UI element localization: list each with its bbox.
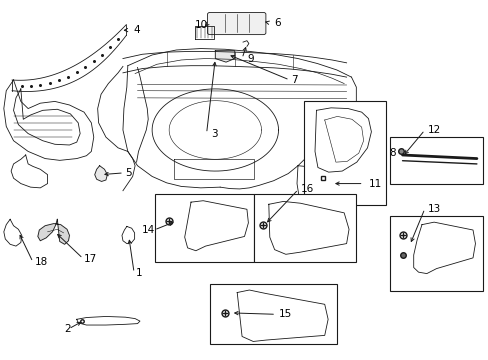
- Text: 15: 15: [278, 309, 291, 319]
- Text: 17: 17: [84, 253, 97, 264]
- Text: 12: 12: [427, 125, 440, 135]
- Text: 16: 16: [300, 184, 313, 194]
- Polygon shape: [38, 219, 69, 244]
- Text: 9: 9: [246, 54, 253, 64]
- Text: 4: 4: [133, 25, 140, 35]
- Text: 8: 8: [388, 148, 395, 158]
- Text: 2: 2: [64, 324, 71, 334]
- Polygon shape: [95, 166, 107, 181]
- Bar: [304, 102, 385, 205]
- Text: 11: 11: [368, 179, 381, 189]
- Text: 14: 14: [142, 225, 155, 235]
- Text: 5: 5: [125, 168, 132, 178]
- Text: 7: 7: [290, 75, 297, 85]
- Text: 10: 10: [194, 19, 207, 30]
- Bar: [389, 216, 482, 291]
- Polygon shape: [215, 51, 234, 62]
- Bar: [254, 194, 356, 262]
- FancyBboxPatch shape: [207, 13, 265, 35]
- Text: 18: 18: [34, 257, 48, 267]
- Text: 3: 3: [211, 129, 218, 139]
- Bar: [389, 137, 482, 184]
- Text: 13: 13: [427, 203, 440, 213]
- Text: 6: 6: [274, 18, 280, 28]
- Bar: [210, 284, 336, 344]
- Bar: [154, 194, 254, 262]
- Text: 1: 1: [135, 268, 142, 278]
